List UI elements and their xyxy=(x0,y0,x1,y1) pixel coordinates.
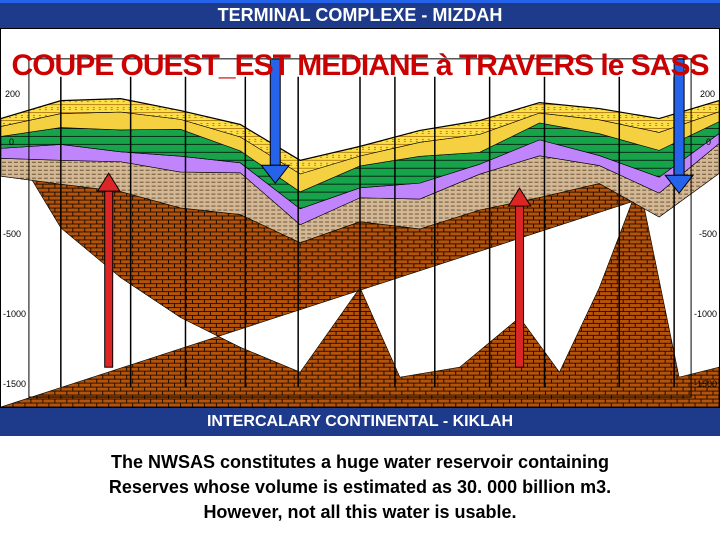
caption-line: Reserves whose volume is estimated as 30… xyxy=(24,475,696,500)
axis-right-tick: -1000 xyxy=(694,309,717,319)
axis-left-tick: -1000 xyxy=(3,309,26,319)
caption-block: The NWSAS constitutes a huge water reser… xyxy=(0,436,720,540)
footer-bar: INTERCALARY CONTINENTAL - KIKLAH xyxy=(0,408,720,436)
header-bar: TERMINAL COMPLEXE - MIZDAH xyxy=(0,0,720,28)
axis-left-tick: 200 xyxy=(5,89,20,99)
axis-left-tick: -500 xyxy=(3,229,21,239)
axis-right-tick: 200 xyxy=(700,89,715,99)
caption-line: However, not all this water is usable. xyxy=(24,500,696,525)
geology-svg xyxy=(1,29,719,407)
axis-right-tick: -1500 xyxy=(694,379,717,389)
header-title: TERMINAL COMPLEXE - MIZDAH xyxy=(218,5,503,25)
caption-line: The NWSAS constitutes a huge water reser… xyxy=(24,450,696,475)
axis-left-tick: -1500 xyxy=(3,379,26,389)
axis-right-tick: -500 xyxy=(699,229,717,239)
diagram-stylized-title: COUPE OUEST_EST MEDIANE à TRAVERS le SAS… xyxy=(12,49,709,83)
cross-section-diagram: COUPE OUEST_EST MEDIANE à TRAVERS le SAS… xyxy=(0,28,720,408)
axis-left-tick: 0 xyxy=(9,137,14,147)
axis-right-tick: 0 xyxy=(706,137,711,147)
footer-title: INTERCALARY CONTINENTAL - KIKLAH xyxy=(207,413,513,430)
